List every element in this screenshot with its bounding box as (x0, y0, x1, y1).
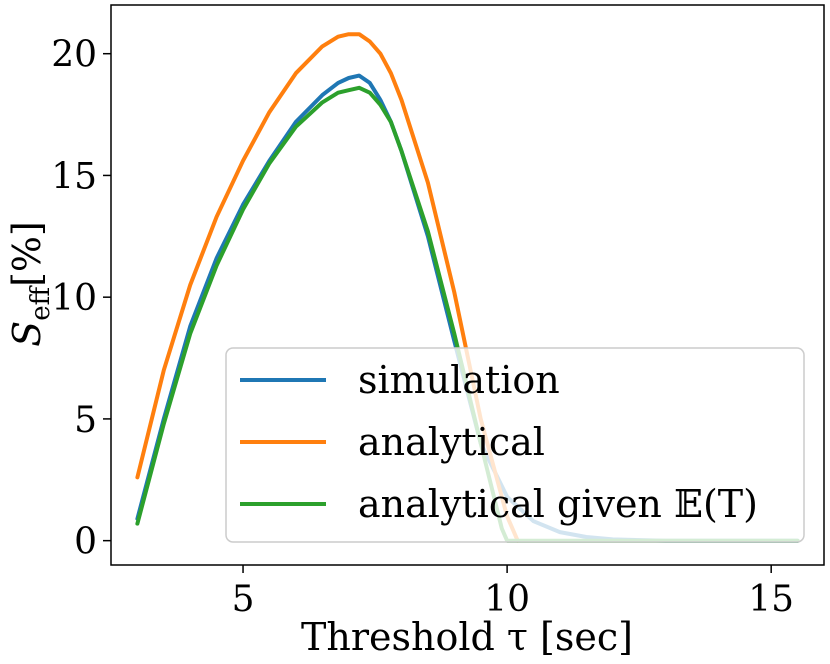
x-axis: 5 10 15 (232, 565, 794, 620)
legend-label-simulation: simulation (358, 358, 560, 402)
y-tick-label: 20 (51, 35, 97, 76)
y-axis-label-main: S (5, 321, 49, 347)
legend-label-analytical: analytical (358, 420, 545, 464)
y-tick-label: 5 (74, 400, 97, 441)
x-tick-label: 15 (748, 579, 794, 620)
y-tick-label: 0 (74, 522, 97, 563)
x-axis-label: Threshold τ [sec] (301, 615, 633, 659)
legend-label-analytical-given-expectation: analytical given 𝔼(T) (358, 482, 758, 526)
y-tick-label: 15 (51, 156, 97, 197)
y-axis-label: Seff[%] (5, 221, 56, 347)
y-axis-label-sub: eff (26, 284, 56, 320)
y-axis-label-rest: [%] (5, 221, 49, 287)
y-axis: 0 5 10 15 20 (51, 35, 111, 563)
legend-box (225, 347, 805, 543)
y-tick-label: 10 (51, 278, 97, 319)
series-line-analytical (135, 32, 520, 543)
plot-frame (110, 4, 825, 566)
legend: simulation analytical analytical given 𝔼… (225, 347, 805, 543)
x-tick-label: 10 (484, 579, 530, 620)
x-tick-label: 5 (232, 579, 255, 620)
